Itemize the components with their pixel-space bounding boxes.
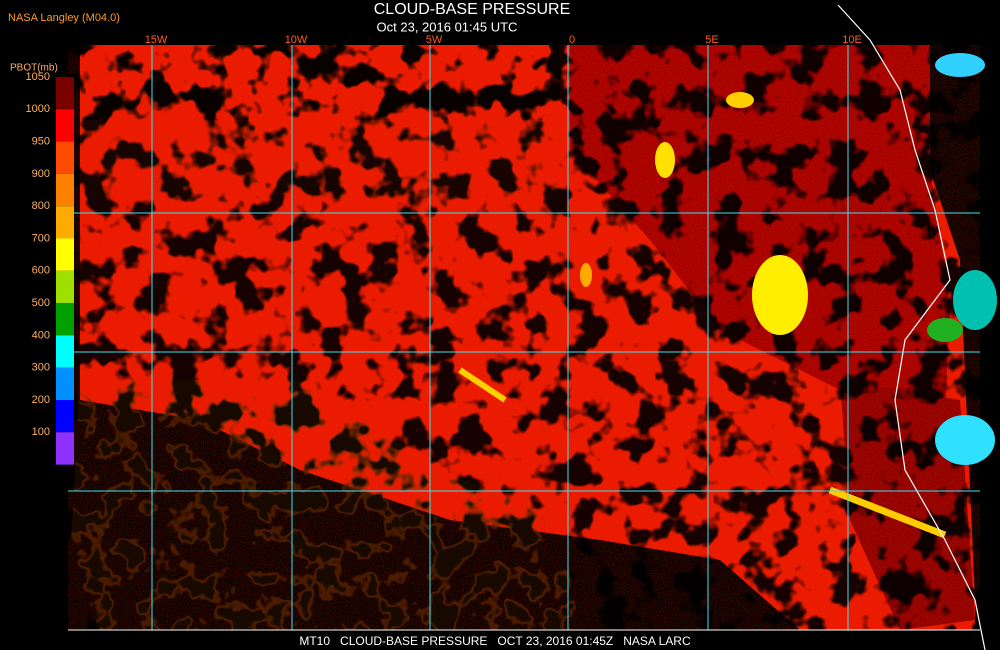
- longitude-label: 10E: [842, 34, 862, 46]
- colorbar-tick-label: 1000: [26, 103, 50, 115]
- colorbar-segment: [56, 206, 74, 239]
- colorbar-tick-label: 400: [32, 329, 50, 341]
- title: CLOUD-BASE PRESSURE: [374, 1, 571, 18]
- longitude-label: 15W: [145, 34, 168, 46]
- colorbar-tick-label: 300: [32, 362, 50, 374]
- graticule: [68, 45, 980, 631]
- subtitle: Oct 23, 2016 01:45 UTC: [377, 19, 518, 34]
- colorbar-segment: [56, 238, 74, 271]
- colorbar-tick-label: 500: [32, 297, 50, 309]
- colorbar-tick-label: 200: [32, 394, 50, 406]
- colorbar-segment: [56, 141, 74, 174]
- colorbar-segment: [56, 432, 74, 465]
- longitude-label: 5W: [426, 34, 443, 46]
- longitude-label: 0: [569, 34, 575, 46]
- colorbar-segment: [56, 335, 74, 368]
- colorbar-tick-label: 900: [32, 168, 50, 180]
- colorbar-segment: [56, 77, 74, 110]
- colorbar-tick-label: 100: [32, 426, 50, 438]
- longitude-label: 10W: [285, 34, 308, 46]
- colorbar-segment: [56, 303, 74, 336]
- map-image: [68, 4, 997, 650]
- colorbar-tick-label: 1050: [26, 71, 50, 83]
- colorbar-segment: [56, 109, 74, 142]
- colorbar-tick-label: 600: [32, 265, 50, 277]
- colorbar-tick-label: 800: [32, 200, 50, 212]
- credit: NASA Langley (M04.0): [8, 12, 120, 24]
- colorbar-segment: [56, 367, 74, 400]
- colorbar-segment: [56, 270, 74, 304]
- longitude-label: 5E: [705, 34, 718, 46]
- colorbar-tick-label: 950: [32, 136, 50, 148]
- colorbar-segment: [56, 400, 74, 433]
- footer: MT10 CLOUD-BASE PRESSURE OCT 23, 2016 01…: [299, 634, 691, 648]
- colorbar-tick-label: 700: [32, 232, 50, 244]
- colorbar-segment: [56, 173, 74, 207]
- colorbar-label: PBOT(mb): [10, 63, 58, 74]
